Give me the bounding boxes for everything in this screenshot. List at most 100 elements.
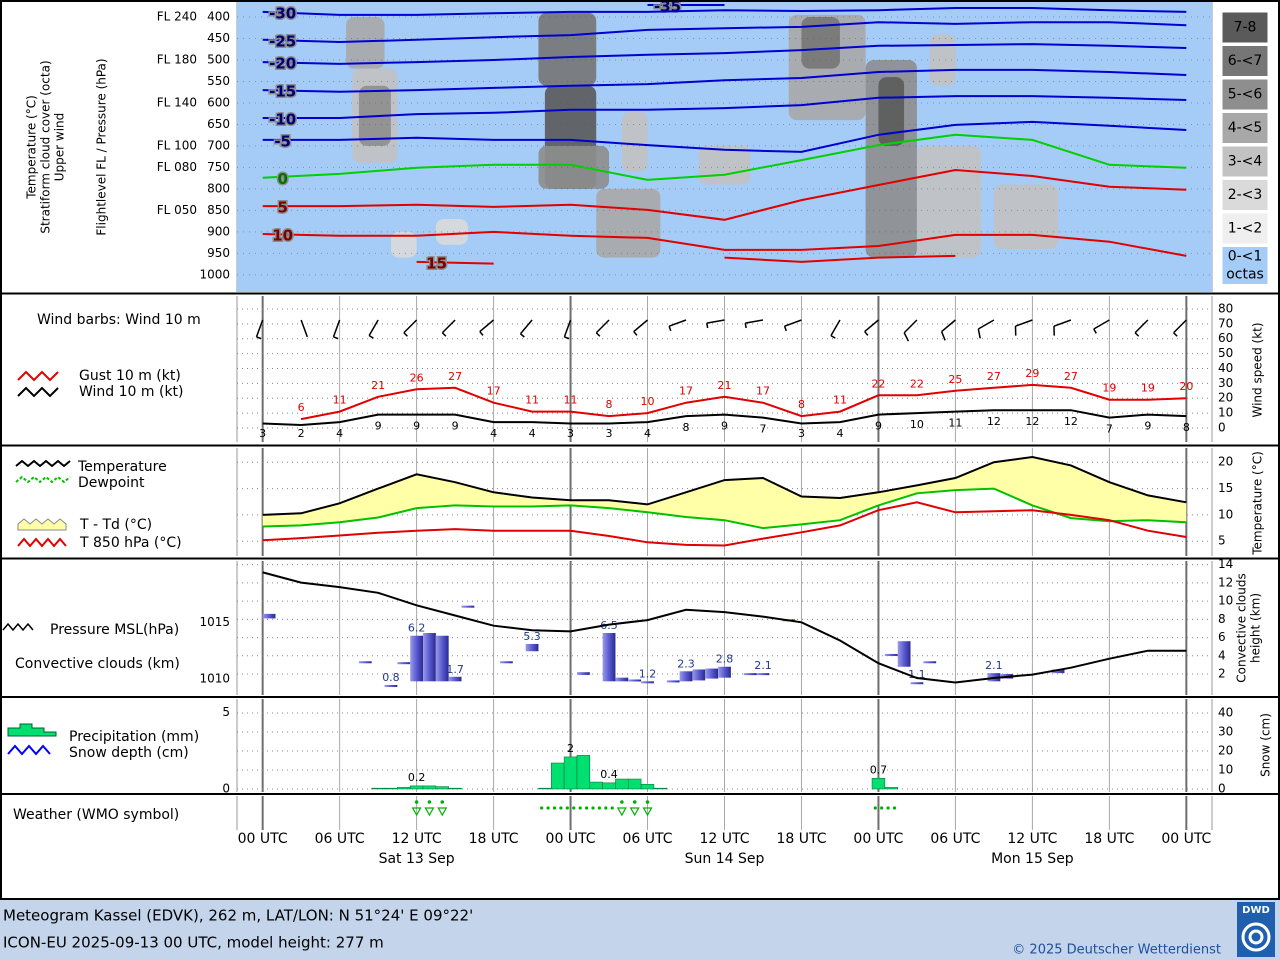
cloud-cover	[390, 231, 417, 258]
y-tick-label: 12	[1218, 575, 1233, 589]
drizzle-dot	[597, 806, 602, 810]
data-label: 3	[798, 427, 805, 440]
precip-bar	[371, 787, 385, 790]
legend-label: Snow depth (cm)	[69, 745, 189, 761]
panel-title: Wind barbs: Wind 10 m	[37, 312, 201, 328]
shower-dot	[427, 800, 432, 804]
convective-cloud	[358, 661, 372, 664]
y-tick-label: 0	[1218, 781, 1226, 795]
y-tick-label: 750	[207, 160, 230, 174]
x-tick-label: 18 UTC	[469, 831, 519, 847]
drizzle-dot	[540, 806, 544, 810]
legend-icon	[2, 622, 34, 632]
wind-barb	[744, 319, 764, 329]
y-tick-label: 14	[1218, 557, 1233, 571]
convective-cloud	[461, 605, 475, 608]
y-tick-label: 40	[1218, 361, 1233, 375]
legend-label: 1-<2	[1228, 221, 1263, 237]
axis-label: Flightlevel FL / Pressure (hPa)	[95, 58, 109, 235]
precip-bar	[538, 787, 552, 790]
data-label: 22	[871, 377, 885, 390]
legend-label: 2-<3	[1228, 187, 1263, 203]
convective-cloud	[679, 671, 693, 682]
data-label: 12	[1025, 415, 1039, 428]
data-label: 2.8	[716, 653, 734, 666]
data-label: 1.2	[639, 667, 657, 680]
data-label: 4	[836, 427, 843, 440]
legend-icon	[15, 475, 71, 484]
convective-cloud	[423, 633, 436, 682]
x-tick-label: 12 UTC	[392, 831, 442, 847]
logo-text: DWD	[1242, 905, 1270, 916]
day-label: Mon 15 Sep	[991, 851, 1074, 867]
precip-bar	[627, 778, 642, 790]
wind-barb	[633, 319, 649, 336]
panel-title: Weather (WMO symbol)	[13, 807, 179, 823]
wind-barb	[441, 319, 456, 337]
convective-cloud	[743, 673, 757, 676]
drizzle-dot	[552, 806, 557, 810]
precip-bar	[435, 786, 449, 790]
y-tick-label: 20	[1218, 391, 1233, 405]
cloud-cover	[538, 12, 597, 86]
data-label: 3	[259, 427, 266, 440]
drizzle-dot	[604, 806, 608, 810]
data-label: 21	[718, 379, 732, 392]
data-label: 25	[948, 373, 962, 386]
cloud-cover	[698, 145, 751, 185]
data-label: 17	[679, 385, 693, 398]
axis-label: Temperature (°C)	[25, 95, 39, 200]
fl-tick-label: FL 140	[157, 95, 197, 109]
precip-bar	[602, 782, 616, 790]
y-tick-label: 1010	[199, 672, 230, 686]
convective-cloud	[435, 635, 449, 682]
drizzle-dot	[572, 806, 576, 810]
data-label: 2.3	[677, 657, 695, 670]
convective-cloud	[910, 682, 924, 685]
footer-text: ICON-EU 2025-09-13 00 UTC, model height:…	[3, 934, 384, 952]
legend-swatch	[1221, 78, 1269, 111]
precip-bar	[615, 778, 629, 790]
fl-tick-label: FL 180	[157, 53, 197, 67]
isotherm	[416, 254, 956, 265]
wind-barb	[940, 319, 956, 341]
cloud-cover	[878, 77, 905, 146]
frame	[0, 0, 1280, 900]
y-tick-label: 0	[1218, 421, 1226, 435]
drizzle-dot	[880, 806, 884, 810]
data-label: 0.2	[408, 771, 426, 784]
shower-symbol	[411, 807, 422, 817]
y-tick-label: 900	[207, 224, 230, 238]
convective-cloud	[923, 661, 937, 664]
convective-cloud	[628, 679, 642, 682]
footer-text: Meteogram Kassel (EDVK), 262 m, LAT/LON:…	[3, 907, 473, 925]
isotherm-label: 0	[277, 170, 287, 188]
convective-cloud	[615, 677, 629, 682]
x-tick-label: 18 UTC	[776, 831, 826, 847]
wind-barb	[300, 319, 309, 338]
x-tick-label: 12 UTC	[1007, 831, 1057, 847]
y-tick-label: 5	[1218, 534, 1226, 548]
y2-axis-label: Wind speed (kt)	[1251, 322, 1265, 417]
x-tick-label: 00 UTC	[238, 831, 288, 847]
drizzle-dot	[565, 806, 569, 810]
y-tick-label: 20	[1218, 455, 1233, 469]
legend-icon	[7, 723, 57, 737]
y2-axis-label: Convective clouds	[1235, 573, 1249, 683]
legend-swatch	[1221, 179, 1269, 211]
wind-barb	[783, 319, 802, 332]
wind-barb	[332, 319, 341, 340]
y-tick-label: 5	[222, 705, 230, 719]
data-label: 7	[759, 423, 766, 436]
y2-axis-label: height (km)	[1249, 593, 1263, 663]
copyright: © 2025 Deutscher Wetterdienst	[1012, 943, 1221, 958]
legend-swatch	[1221, 11, 1269, 44]
y-tick-label: 10	[1218, 762, 1233, 776]
data-label: 6.2	[408, 622, 426, 635]
data-label: 22	[910, 377, 924, 390]
axis-label: Upper wind	[53, 113, 67, 182]
legend-label: Gust 10 m (kt)	[79, 368, 181, 384]
isotherm	[262, 120, 1187, 153]
convective-cloud	[410, 635, 424, 682]
wind-barb	[706, 319, 725, 329]
